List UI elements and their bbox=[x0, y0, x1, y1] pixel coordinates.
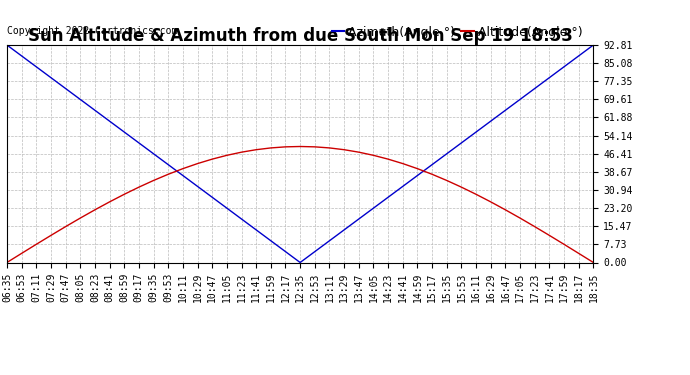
Legend: Azimuth(Angle °), Altitude(Angle °): Azimuth(Angle °), Altitude(Angle °) bbox=[327, 21, 587, 44]
Title: Sun Altitude & Azimuth from due South Mon Sep 19 18:53: Sun Altitude & Azimuth from due South Mo… bbox=[28, 27, 573, 45]
Text: Copyright 2022 Cartronics.com: Copyright 2022 Cartronics.com bbox=[7, 26, 177, 36]
